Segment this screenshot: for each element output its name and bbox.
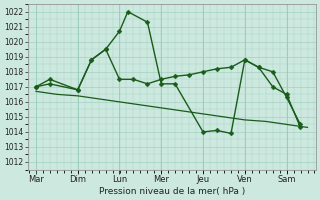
X-axis label: Pression niveau de la mer( hPa ): Pression niveau de la mer( hPa ) xyxy=(99,187,245,196)
